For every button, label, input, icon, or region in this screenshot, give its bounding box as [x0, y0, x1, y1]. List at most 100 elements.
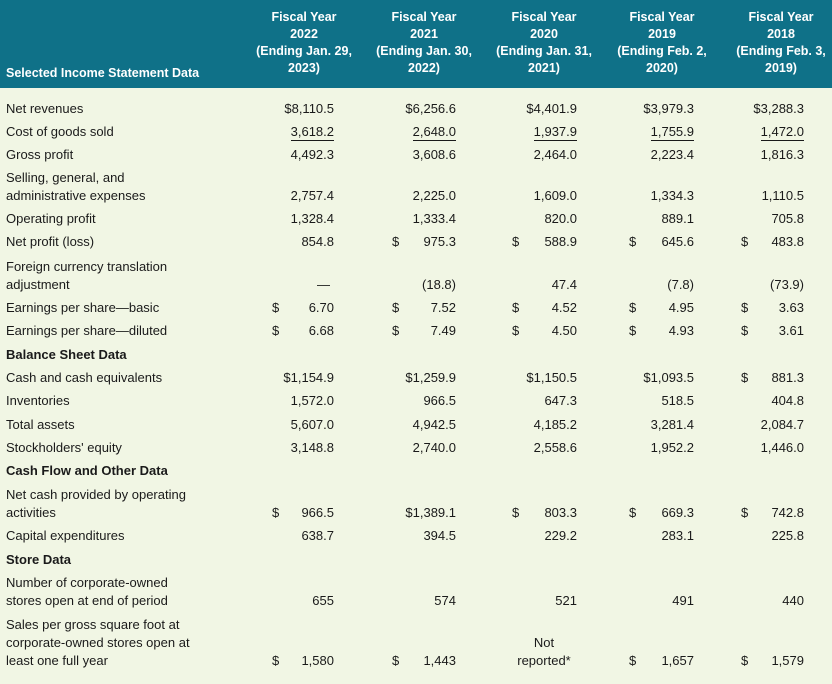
table-row: Selling, general, and administrative expe… [0, 169, 832, 205]
header-column-3: Fiscal Year 2019 (Ending Feb. 2, 2020) [600, 9, 724, 77]
header-column-4: Fiscal Year 2018 (Ending Feb. 3, 2019) [719, 9, 832, 77]
cell-value: 404.8 [771, 393, 804, 408]
cell-value: 491 [672, 593, 694, 608]
cell-value: 4,942.5 [412, 417, 456, 432]
cell-value: — [317, 277, 330, 292]
cell-value: 518.5 [661, 393, 694, 408]
row-label-line: Cash Flow and Other Data [6, 463, 168, 478]
row-label: Operating profit [6, 210, 96, 228]
cell-value: 655 [312, 593, 334, 608]
row-label: Cost of goods sold [6, 123, 114, 141]
row-label: Capital expenditures [6, 527, 125, 545]
cell-value: 4,492.3 [290, 147, 334, 162]
header-text: 2020) [646, 61, 678, 75]
cell-value: 3.61 [778, 323, 804, 338]
cell-value: 647.3 [544, 393, 577, 408]
cell-value: 6.70 [308, 300, 334, 315]
cell-value: 1,333.4 [412, 211, 456, 226]
currency-symbol: $ [512, 300, 520, 315]
table-row: Total assets 5,607.0 4,942.5 4,185.2 3,281.4… [0, 416, 832, 434]
cell-value: 47.4 [551, 277, 577, 292]
cell-value: 1,580 [301, 653, 334, 668]
cell-value: 394.5 [423, 528, 456, 543]
row-label: Net cash provided by operating activities [6, 486, 186, 522]
cell-value: 7.52 [430, 300, 456, 315]
cell-value: 820.0 [544, 211, 577, 226]
row-label: Store Data [6, 551, 71, 569]
cell-value: 1,110.5 [761, 188, 804, 203]
row-label: Gross profit [6, 146, 73, 164]
header-text: (Ending Jan. 31, [496, 44, 592, 58]
header-text: Fiscal Year [629, 10, 695, 24]
cell-value-line: reported* [517, 653, 571, 668]
table-row: Cash and cash equivalents $1,154.9 $1,259.… [0, 369, 832, 387]
row-label: Stockholders' equity [6, 439, 122, 457]
cell-value: 1,328.4 [290, 211, 334, 226]
table-header: Selected Income Statement Data Fiscal Ye… [0, 0, 832, 88]
table-row: Capital expenditures 638.7 394.5 229.2 283.1… [0, 527, 832, 545]
cell-value: 3,618.2 [290, 124, 334, 141]
row-label: Earnings per share—basic [6, 299, 159, 317]
cell-value: $8,110.5 [284, 101, 334, 116]
row-label-line: Selling, general, and [6, 170, 125, 185]
header-text: 2021 [410, 27, 438, 41]
currency-symbol: $ [392, 323, 400, 338]
cell-value: 229.2 [544, 528, 577, 543]
cell-value: 889.1 [661, 211, 694, 226]
cell-value: (73.9) [770, 277, 804, 292]
row-label-line: Operating profit [6, 211, 96, 226]
row-label-line: Number of corporate-owned [6, 575, 168, 590]
row-label-line: Cost of goods sold [6, 124, 114, 139]
cell-value: 3,148.8 [290, 440, 334, 455]
cell-value: 1,472.0 [760, 124, 804, 141]
header-text: (Ending Jan. 29, [256, 44, 352, 58]
row-label-line: Capital expenditures [6, 528, 125, 543]
row-label: Number of corporate-owned stores open at … [6, 574, 168, 610]
header-text: 2022) [408, 61, 440, 75]
cell-value: 4.52 [551, 300, 577, 315]
row-label: Net revenues [6, 100, 83, 118]
row-label-line: activities [6, 505, 56, 520]
cell-value: 7.49 [430, 323, 456, 338]
currency-symbol: $ [629, 300, 637, 315]
cell-value: 803.3 [544, 505, 577, 520]
cell-value: 521 [555, 593, 577, 608]
header-text: Fiscal Year [271, 10, 337, 24]
header-text: 2022 [290, 27, 318, 41]
row-label: Foreign currency translation adjustment [6, 258, 167, 294]
row-label: Cash Flow and Other Data [6, 462, 168, 480]
cell-value: 4,185.2 [533, 417, 577, 432]
currency-symbol: $ [629, 653, 637, 668]
cell-value: 4.50 [551, 323, 577, 338]
header-column-2: Fiscal Year 2020 (Ending Jan. 31, 2021) [482, 9, 606, 77]
cell-value: 705.8 [771, 211, 804, 226]
currency-symbol: $ [272, 323, 280, 338]
currency-symbol: $ [741, 370, 749, 385]
cell-value: 2,464.0 [533, 147, 577, 162]
currency-symbol: $ [392, 234, 400, 249]
header-text: 2019) [765, 61, 797, 75]
cell-value: 2,084.7 [760, 417, 804, 432]
row-label-line: least one full year [6, 653, 108, 668]
table-row: Earnings per share—diluted $6.68 $7.49 $4.5… [0, 322, 832, 340]
row-label-line: Balance Sheet Data [6, 347, 127, 362]
section-heading: Store Data [0, 551, 832, 569]
cell-value: 1,572.0 [290, 393, 334, 408]
cell-value: (18.8) [422, 277, 456, 292]
row-label-line: Sales per gross square foot at [6, 617, 180, 632]
currency-symbol: $ [629, 323, 637, 338]
cell-value: 1,334.3 [650, 188, 694, 203]
table-row: Net cash provided by operating activities… [0, 486, 832, 522]
row-label-line: Net revenues [6, 101, 84, 116]
cell-value: 2,648.0 [412, 124, 456, 141]
currency-symbol: $ [272, 300, 280, 315]
cell-value: 1,952.2 [650, 440, 694, 455]
row-label-line: Earnings per share—basic [6, 300, 160, 315]
header-text: 2021) [528, 61, 560, 75]
cell-value: (7.8) [667, 277, 694, 292]
cell-value: $3,288.3 [753, 101, 804, 116]
row-label: Cash and cash equivalents [6, 369, 162, 387]
header-text: Fiscal Year [511, 10, 577, 24]
cell-value: $1,389.1 [405, 505, 456, 520]
cell-value: 975.3 [423, 234, 456, 249]
